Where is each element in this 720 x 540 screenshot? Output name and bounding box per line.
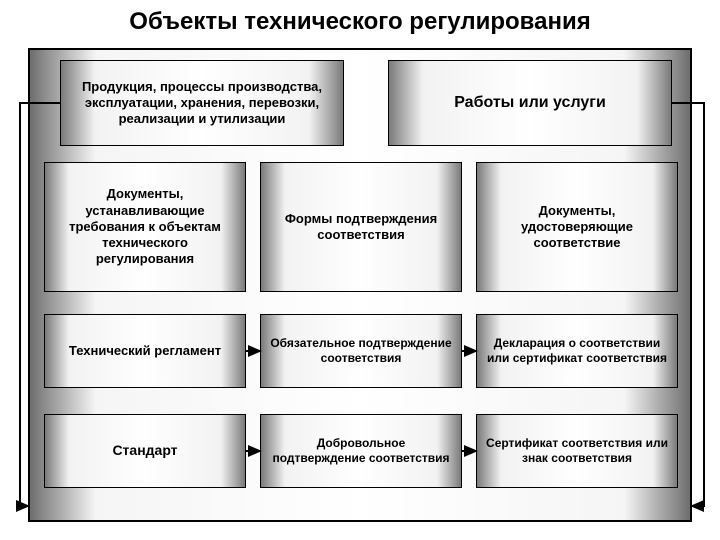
box-hdr-col2: Формы подтверждения соответствия — [260, 162, 462, 292]
box-hdr-col3: Документы, удостоверяющие соответствие — [476, 162, 678, 292]
box-top-left: Продукция, процессы производства, эксплу… — [60, 60, 344, 146]
box-r2c1: Стандарт — [44, 414, 246, 488]
box-r2c3: Сертификат соответствия или знак соответ… — [476, 414, 678, 488]
box-r1c3: Декларация о соответствии или сертификат… — [476, 314, 678, 388]
box-r1c1: Технический регламент — [44, 314, 246, 388]
box-r2c2: Добровольное подтверждение соответствия — [260, 414, 462, 488]
page-title: Объекты технического регулирования — [0, 0, 720, 42]
box-hdr-col1: Документы, устанавливающие требования к … — [44, 162, 246, 292]
box-r1c2: Обязательное подтверждение соответствия — [260, 314, 462, 388]
box-top-right: Работы или услуги — [388, 60, 672, 146]
